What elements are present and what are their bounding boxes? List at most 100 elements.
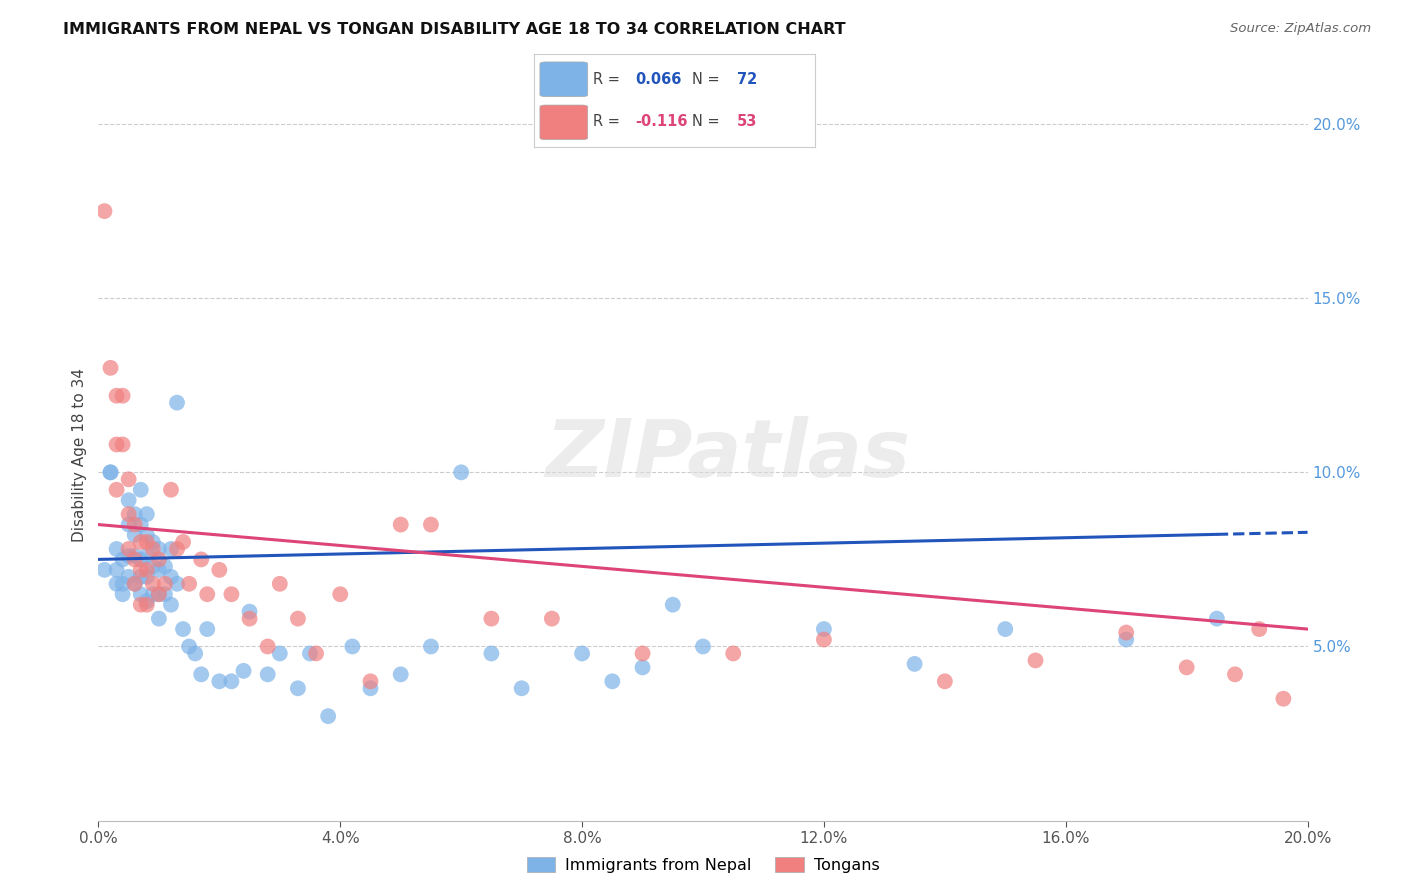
Point (723, 647, 745, 661)
Point (129, 570, 152, 584)
Point (481, 647, 503, 661)
FancyBboxPatch shape (540, 105, 588, 140)
Point (160, 570, 183, 584)
Point (124, 552, 146, 566)
Point (129, 552, 152, 566)
Point (256, 640, 278, 654)
Point (148, 552, 170, 566)
Point (1223, 667, 1246, 681)
Point (813, 622, 835, 636)
Point (208, 674, 231, 689)
Text: Source: ZipAtlas.com: Source: ZipAtlas.com (1230, 22, 1371, 36)
Text: 53: 53 (737, 114, 756, 129)
Point (118, 493, 141, 508)
Point (105, 563, 128, 577)
Point (239, 605, 262, 619)
Point (118, 541, 141, 556)
Point (450, 466, 472, 480)
Point (129, 483, 152, 497)
Point (661, 598, 683, 612)
Point (142, 587, 165, 601)
Point (256, 667, 278, 681)
Point (239, 612, 262, 626)
Point (100, 466, 122, 480)
Point (510, 681, 533, 696)
Point (129, 587, 152, 601)
Point (269, 647, 291, 661)
Point (111, 389, 134, 403)
Point (153, 576, 176, 591)
Point (129, 517, 152, 532)
Point (179, 576, 201, 591)
Point (111, 437, 134, 451)
Point (142, 559, 165, 574)
Point (420, 640, 443, 654)
Point (692, 640, 714, 654)
Point (135, 598, 157, 612)
Point (129, 563, 152, 577)
Point (118, 472, 141, 486)
Point (329, 587, 352, 601)
Point (135, 507, 157, 521)
Point (360, 681, 382, 696)
Point (269, 576, 291, 591)
Point (118, 517, 141, 532)
Point (631, 660, 654, 674)
Y-axis label: Disability Age 18 to 34: Disability Age 18 to 34 (72, 368, 87, 542)
Point (100, 466, 122, 480)
Point (153, 587, 176, 601)
Text: N =: N = (692, 114, 724, 129)
Point (481, 612, 503, 626)
Point (208, 563, 231, 577)
Point (166, 395, 188, 409)
Point (124, 507, 146, 521)
Point (287, 681, 309, 696)
Point (221, 674, 243, 689)
Point (389, 517, 412, 532)
Point (1272, 691, 1295, 706)
Point (287, 612, 309, 626)
Text: R =: R = (593, 114, 624, 129)
Point (305, 647, 328, 661)
Point (299, 647, 322, 661)
Point (124, 576, 146, 591)
Point (172, 622, 194, 636)
Point (166, 576, 188, 591)
Legend: Immigrants from Nepal, Tongans: Immigrants from Nepal, Tongans (520, 851, 886, 880)
Point (93, 563, 115, 577)
Point (148, 587, 170, 601)
Point (316, 709, 339, 723)
Point (142, 535, 165, 549)
Text: ZIPatlas: ZIPatlas (544, 416, 910, 494)
Point (342, 640, 364, 654)
Point (160, 483, 183, 497)
Point (93, 204, 115, 219)
Point (111, 576, 134, 591)
Point (129, 535, 152, 549)
Point (105, 541, 128, 556)
Point (571, 647, 593, 661)
Point (160, 541, 183, 556)
Point (195, 587, 218, 601)
Text: IMMIGRANTS FROM NEPAL VS TONGAN DISABILITY AGE 18 TO 34 CORRELATION CHART: IMMIGRANTS FROM NEPAL VS TONGAN DISABILI… (63, 22, 846, 37)
Point (172, 535, 194, 549)
Point (153, 559, 176, 574)
Point (1175, 660, 1198, 674)
Point (540, 612, 562, 626)
Point (360, 674, 382, 689)
Point (904, 657, 927, 671)
Point (142, 541, 165, 556)
Point (124, 528, 146, 542)
Point (105, 389, 128, 403)
Point (602, 674, 624, 689)
Point (631, 647, 654, 661)
Point (135, 570, 157, 584)
Point (100, 360, 122, 375)
Point (389, 667, 412, 681)
Point (1206, 612, 1229, 626)
Point (184, 647, 207, 661)
Point (1249, 622, 1271, 636)
Point (232, 664, 254, 678)
Point (148, 612, 170, 626)
Point (160, 598, 183, 612)
